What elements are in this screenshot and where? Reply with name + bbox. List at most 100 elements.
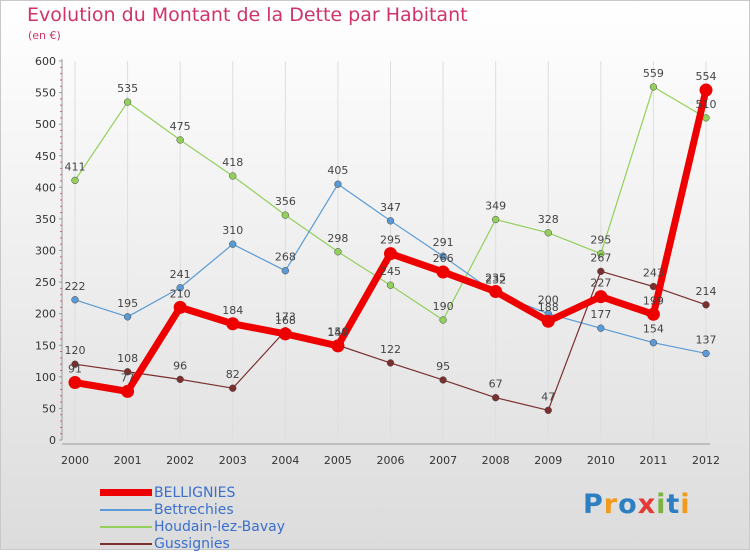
logo-letter: o bbox=[618, 489, 638, 520]
x-tick-label: 2004 bbox=[271, 454, 299, 467]
data-point bbox=[597, 324, 605, 332]
data-label: 554 bbox=[696, 70, 717, 83]
data-point bbox=[702, 301, 710, 309]
data-point bbox=[597, 267, 605, 275]
y-tick-label: 550 bbox=[35, 87, 56, 100]
data-point bbox=[229, 172, 237, 180]
x-tick-label: 2008 bbox=[482, 454, 510, 467]
data-label: 535 bbox=[117, 82, 138, 95]
legend-label: Houdain-lez-Bavay bbox=[154, 518, 285, 535]
y-tick-label: 350 bbox=[35, 213, 56, 226]
data-point bbox=[646, 307, 660, 321]
data-label: 67 bbox=[489, 378, 503, 391]
data-label: 268 bbox=[275, 251, 296, 264]
data-label: 411 bbox=[65, 160, 86, 173]
legend-swatch bbox=[100, 508, 152, 511]
x-tick-label: 2012 bbox=[692, 454, 720, 467]
data-point bbox=[489, 285, 503, 299]
data-point bbox=[281, 211, 289, 219]
data-label: 95 bbox=[436, 360, 450, 373]
data-label: 47 bbox=[541, 390, 555, 403]
data-point bbox=[334, 248, 342, 256]
data-label: 347 bbox=[380, 201, 401, 214]
data-label: 210 bbox=[170, 287, 191, 300]
data-label: 168 bbox=[275, 314, 296, 327]
data-label: 245 bbox=[380, 265, 401, 278]
data-point bbox=[649, 339, 658, 347]
legend-swatch bbox=[100, 489, 152, 496]
data-label: 235 bbox=[485, 272, 506, 285]
data-point bbox=[386, 359, 395, 367]
data-label: 510 bbox=[696, 98, 717, 111]
data-point bbox=[541, 314, 555, 328]
data-label: 188 bbox=[538, 301, 559, 314]
data-point bbox=[229, 384, 237, 392]
legend-item: BELLIGNIES bbox=[100, 484, 285, 501]
logo-letter: r bbox=[603, 489, 619, 520]
data-point bbox=[71, 360, 79, 368]
data-label: 356 bbox=[275, 195, 296, 208]
proxiti-logo: Proxiti bbox=[583, 489, 691, 520]
data-point bbox=[544, 406, 552, 414]
data-point bbox=[439, 376, 447, 384]
data-labels: 411 535 475 418 356 298 245 190 349 328 295 559 510 2… bbox=[65, 67, 717, 403]
data-label: 77 bbox=[121, 371, 135, 384]
data-point bbox=[123, 98, 132, 106]
data-point bbox=[386, 281, 395, 289]
legend-item: Bettrechies bbox=[100, 501, 285, 518]
series-lines bbox=[68, 83, 713, 414]
data-point bbox=[492, 215, 500, 224]
data-label: 149 bbox=[327, 326, 348, 339]
y-tick-label: 100 bbox=[35, 371, 56, 384]
data-point bbox=[176, 284, 184, 292]
data-label: 291 bbox=[433, 236, 454, 249]
data-point bbox=[699, 83, 713, 97]
data-point bbox=[384, 247, 397, 261]
data-label: 195 bbox=[117, 297, 138, 310]
chart-legend: BELLIGNIES Bettrechies Houdain-lez-Bavay Gu… bbox=[100, 484, 285, 552]
chart-title: Evolution du Montant de la Dette par Hab… bbox=[27, 4, 468, 26]
y-tick-label: 600 bbox=[35, 55, 56, 68]
x-tick-label: 2005 bbox=[324, 454, 352, 467]
data-label: 475 bbox=[170, 120, 191, 133]
logo-letter: P bbox=[583, 489, 604, 520]
data-point bbox=[278, 327, 292, 341]
y-tick-label: 500 bbox=[35, 118, 56, 131]
data-point bbox=[597, 250, 605, 258]
y-tick-label: 0 bbox=[49, 434, 56, 447]
data-label: 310 bbox=[222, 224, 243, 237]
data-point bbox=[281, 267, 289, 275]
chart-unit: (en €) bbox=[28, 29, 61, 42]
data-label: 120 bbox=[65, 344, 86, 357]
data-label: 222 bbox=[65, 280, 86, 293]
legend-label: BELLIGNIES bbox=[154, 484, 236, 501]
data-label: 298 bbox=[327, 232, 348, 245]
data-label: 232 bbox=[485, 273, 506, 286]
data-point bbox=[226, 317, 240, 331]
data-point bbox=[176, 375, 184, 384]
data-label: 82 bbox=[226, 368, 240, 381]
x-tick-label: 2002 bbox=[166, 454, 194, 467]
data-label: 227 bbox=[590, 277, 611, 290]
data-point bbox=[71, 296, 79, 304]
data-label: 184 bbox=[222, 304, 243, 317]
logo-letter: x bbox=[637, 489, 657, 520]
y-tick-label: 300 bbox=[35, 245, 56, 258]
data-point bbox=[544, 229, 552, 237]
data-point bbox=[68, 376, 82, 390]
data-label: 241 bbox=[170, 268, 191, 281]
data-point bbox=[123, 313, 132, 321]
data-label: 418 bbox=[222, 156, 243, 169]
data-point bbox=[176, 136, 184, 144]
legend-swatch bbox=[100, 542, 152, 545]
x-tick-label: 2006 bbox=[377, 454, 405, 467]
data-label: 295 bbox=[380, 234, 401, 247]
logo-letter: i bbox=[656, 489, 667, 520]
y-tick-label: 200 bbox=[35, 308, 56, 321]
data-point bbox=[436, 265, 450, 279]
x-tick-label: 2000 bbox=[61, 454, 89, 467]
data-point bbox=[594, 290, 608, 304]
y-tick-label: 400 bbox=[35, 181, 56, 194]
data-point bbox=[492, 394, 500, 402]
data-label: 559 bbox=[643, 67, 664, 80]
